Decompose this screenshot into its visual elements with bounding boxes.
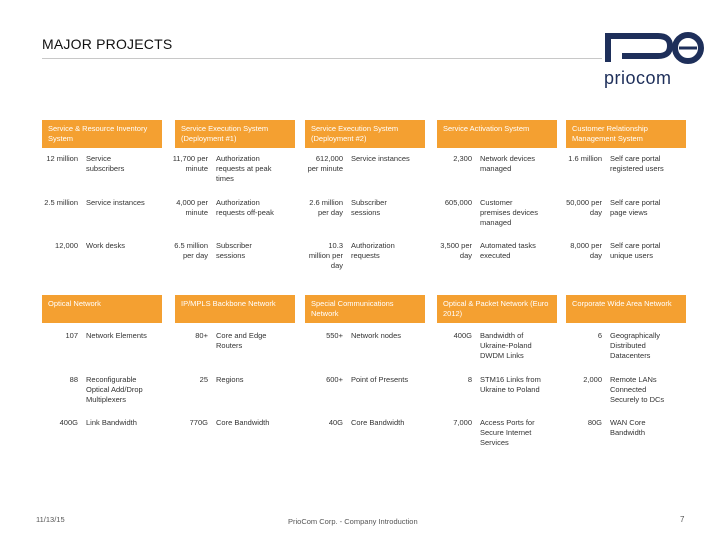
section-header: Optical & Packet Network (Euro 2012) [437,295,557,323]
metric-value: 770G [189,418,208,427]
metric-value: 80+ [195,331,208,340]
page-title: MAJOR PROJECTS [42,36,173,52]
metric-label: Network nodes [351,331,402,340]
metric-label: Link Bandwidth [86,418,137,427]
metric-value: 25 [199,375,208,384]
metric-label: WAN Core Bandwidth [610,418,646,437]
metric-value: 7,000 [453,418,472,427]
metric-label: Work desks [86,241,126,250]
metric-value: 1.6 million [568,154,602,163]
metric-value: 12 million [46,154,78,163]
metric-value: 11,700 per minute [172,154,208,173]
metric-label: Customer premises devices managed [480,198,538,227]
metric-value: 107 [65,331,78,340]
metric-label: Regions [216,375,244,384]
metric-label: Network devices managed [480,154,536,173]
metric-value: 2,300 [453,154,472,163]
metric-label: Subscriber sessions [216,241,252,260]
section-header: Service Execution System (Deployment #2) [305,120,425,148]
metric-label: Authorization requests at peak times [216,154,272,183]
metric-label: Point of Presents [351,375,409,384]
metric-value: 612,000 per minute [307,154,343,173]
metric-label: Network Elements [86,331,147,340]
metric-label: Service instances [86,198,145,207]
metric-label: Core Bandwidth [216,418,270,427]
section-header: Corporate Wide Area Network [566,295,686,323]
metric-value: 10.3 million per day [308,241,343,270]
metric-value: 2.5 million [44,198,78,207]
page-number: 7 [680,515,685,524]
metric-label: Remote LANs Connected Securely to DCs [610,375,665,404]
logo-text: priocom [604,68,672,88]
metric-value: 2.6 million per day [309,198,343,217]
metric-value: 2,000 [583,375,602,384]
metric-label: Geographically Distributed Datacenters [610,331,661,360]
metric-value: 6.5 million per day [174,241,208,260]
metric-label: Self care portal unique users [610,241,661,260]
footer-company: PrioCom Corp. - Company Introduction [288,517,418,526]
section-header: Special Communications Network [305,295,425,323]
section-header: Service & Resource Inventory System [42,120,162,148]
metric-label: STM16 Links from Ukraine to Poland [480,375,541,394]
section-header: IP/MPLS Backbone Network [175,295,295,323]
metric-value: 40G [328,418,343,427]
metric-value: 88 [69,375,78,384]
metric-value: 400G [59,418,78,427]
metric-label: Service subscribers [86,154,125,173]
section-header: Optical Network [42,295,162,323]
metric-value: 50,000 per day [566,198,602,217]
metric-label: Core Bandwidth [351,418,405,427]
metric-label: Reconfigurable Optical Add/Drop Multiple… [86,375,143,404]
metric-label: Service instances [351,154,410,163]
metric-value: 605,000 [444,198,472,207]
metric-label: Bandwidth of Ukraine-Poland DWDM Links [480,331,532,360]
metric-value: 4,000 per minute [176,198,208,217]
metric-label: Self care portal page views [610,198,661,217]
metric-label: Authorization requests [351,241,395,260]
footer-date: 11/13/15 [36,515,65,524]
section-header: Service Execution System (Deployment #1) [175,120,295,148]
metric-value: 80G [587,418,602,427]
metric-label: Access Ports for Secure Internet Service… [480,418,535,447]
metric-label: Self care portal registered users [610,154,664,173]
priocom-logo-icon [605,32,704,64]
section-header: Customer Relationship Management System [566,120,686,148]
title-divider [42,58,602,59]
metric-value: 3,500 per day [440,241,472,260]
metric-value: 6 [597,331,602,340]
metric-value: 400G [453,331,472,340]
metric-value: 600+ [326,375,343,384]
metric-label: Authorization requests off-peak [216,198,274,217]
metric-label: Subscriber sessions [351,198,387,217]
metric-value: 8 [467,375,472,384]
metric-value: 12,000 [55,241,78,250]
metric-label: Core and Edge Routers [216,331,267,350]
metric-value: 550+ [326,331,343,340]
section-header: Service Activation System [437,120,557,148]
metric-value: 8,000 per day [570,241,602,260]
metric-label: Automated tasks executed [480,241,536,260]
